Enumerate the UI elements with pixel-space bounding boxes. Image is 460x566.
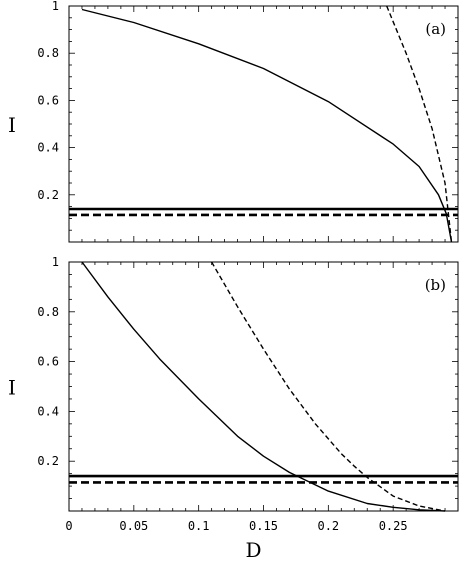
x-tick-label: 0.15 — [249, 519, 278, 533]
x-tick-label: 0.1 — [188, 519, 210, 533]
panel-label: (a) — [425, 20, 446, 38]
series-line-solid — [81, 261, 446, 512]
y-tick-label: 0.2 — [37, 454, 59, 468]
plot-frame — [68, 5, 459, 243]
y-tick-label: 0.4 — [37, 141, 59, 155]
x-tick-label: 0.2 — [317, 519, 339, 533]
panel-label: (b) — [425, 276, 446, 294]
x-axis-label: D — [245, 538, 261, 562]
series-line-dashed — [210, 261, 446, 512]
y-tick-label: 0.6 — [37, 93, 59, 107]
x-tick-label: 0.05 — [119, 519, 148, 533]
x-tick-label: 0 — [65, 519, 72, 533]
y-tick-label: 0.4 — [37, 404, 59, 418]
y-axis-label: I — [8, 113, 16, 137]
series-line-dashed — [386, 5, 453, 243]
y-tick-label: 0.8 — [37, 46, 59, 60]
y-tick-label: 0.8 — [37, 305, 59, 319]
y-axis-label: I — [8, 376, 16, 400]
y-tick-label: 0.6 — [37, 355, 59, 369]
x-tick-label: 0.25 — [379, 519, 408, 533]
y-tick-label: 0.2 — [37, 188, 59, 202]
panel-a: 0.2 0.4 0.6 0.8 1 I (a) — [8, 0, 459, 243]
plot-frame — [68, 261, 459, 512]
panel-b: 0.2 0.4 0.6 0.8 1 0 0.05 0.1 0.15 0.2 0.25 D I (b) — [8, 255, 459, 562]
y-tick-label: 1 — [52, 0, 59, 13]
series-line-solid — [81, 8, 453, 243]
y-tick-label: 1 — [52, 255, 59, 269]
